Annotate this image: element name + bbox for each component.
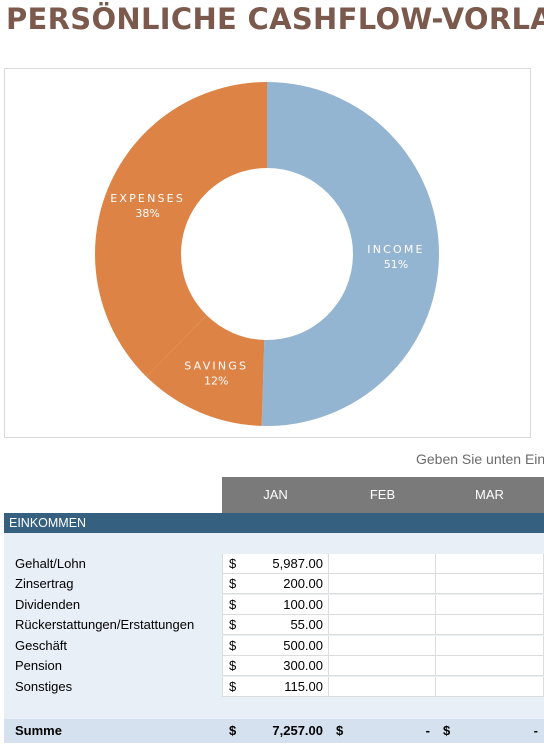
total-row: Summe $ 7,257.00 $ - $ - — [4, 719, 544, 743]
currency-symbol: $ — [229, 597, 237, 612]
cell-mar[interactable] — [436, 615, 544, 635]
cell-mar[interactable] — [436, 595, 544, 615]
amount: 500.00 — [283, 638, 323, 653]
cell-feb[interactable] — [329, 656, 436, 676]
amount: 100.00 — [283, 597, 323, 612]
cell-feb[interactable] — [329, 636, 436, 656]
month-header: JAN FEB MAR — [222, 477, 544, 513]
month-header-jan[interactable]: JAN — [263, 487, 288, 502]
total-label[interactable]: Summe — [15, 723, 62, 738]
row-label[interactable]: Gehalt/Lohn — [15, 556, 86, 571]
row-label[interactable]: Dividenden — [15, 597, 81, 612]
cell-feb[interactable] — [329, 574, 436, 594]
page-title: PERSÖNLICHE CASHFLOW-VORLAGE — [6, 2, 544, 36]
cell-jan[interactable]: $ 300.00 — [222, 656, 329, 676]
total-cell-mar[interactable]: $ - — [436, 719, 544, 743]
cell-jan[interactable]: $ 500.00 — [222, 636, 329, 656]
currency-symbol: $ — [229, 576, 237, 591]
total-amount-mar: - — [533, 723, 538, 738]
table-row: Geschäft $ 500.00 — [4, 636, 544, 656]
table-row: Zinsertrag $ 200.00 — [4, 574, 544, 594]
cell-jan[interactable]: $ 5,987.00 — [222, 554, 329, 574]
cell-feb[interactable] — [329, 554, 436, 574]
row-label[interactable]: Rückerstattungen/Erstattungen — [15, 617, 195, 632]
slice-percent-expenses: 38% — [135, 207, 159, 220]
donut-slice-expenses[interactable] — [94, 82, 267, 377]
currency-symbol: $ — [229, 658, 237, 673]
amount: 200.00 — [283, 576, 323, 591]
slice-percent-income: 51% — [384, 258, 408, 271]
section-header-einkommen[interactable]: EINKOMMEN — [4, 513, 544, 533]
currency-symbol: $ — [229, 617, 237, 632]
slice-label-expenses: EXPENSES — [110, 192, 185, 205]
cell-feb[interactable] — [329, 677, 436, 697]
slice-label-income: INCOME — [367, 243, 424, 256]
cell-feb[interactable] — [329, 595, 436, 615]
total-amount-jan: 7,257.00 — [272, 723, 323, 738]
currency-symbol: $ — [229, 556, 237, 571]
donut-chart-svg: INCOME 51% SAVINGS 12% EXPENSES 38% — [94, 82, 439, 426]
cell-jan[interactable]: $ 115.00 — [222, 677, 329, 697]
cell-mar[interactable] — [436, 554, 544, 574]
cell-mar[interactable] — [436, 656, 544, 676]
table-row: Sonstiges $ 115.00 — [4, 677, 544, 697]
amount: 115.00 — [284, 679, 323, 694]
cell-mar[interactable] — [436, 636, 544, 656]
table-row: Gehalt/Lohn $ 5,987.00 — [4, 554, 544, 574]
cell-mar[interactable] — [436, 574, 544, 594]
cell-mar[interactable] — [436, 677, 544, 697]
table-row: Rückerstattungen/Erstattungen $ 55.00 — [4, 615, 544, 635]
table-row: Pension $ 300.00 — [4, 656, 544, 676]
currency-symbol: $ — [229, 638, 237, 653]
currency-symbol: $ — [229, 679, 237, 694]
total-cell-jan[interactable]: $ 7,257.00 — [222, 719, 329, 743]
amount: 55.00 — [290, 617, 323, 632]
row-label[interactable]: Pension — [15, 658, 62, 673]
cell-feb[interactable] — [329, 615, 436, 635]
row-label[interactable]: Sonstiges — [15, 679, 73, 694]
amount: 5,987.00 — [272, 556, 323, 571]
cell-jan[interactable]: $ 55.00 — [222, 615, 329, 635]
total-cell-feb[interactable]: $ - — [329, 719, 436, 743]
cell-jan[interactable]: $ 100.00 — [222, 595, 329, 615]
total-amount-feb: - — [425, 723, 430, 738]
table-row: Dividenden $ 100.00 — [4, 595, 544, 615]
currency-symbol: $ — [443, 723, 451, 738]
currency-symbol: $ — [336, 723, 344, 738]
slice-percent-savings: 12% — [204, 375, 228, 388]
month-header-feb[interactable]: FEB — [369, 487, 396, 502]
slice-label-savings: SAVINGS — [184, 360, 248, 373]
donut-slice-income[interactable] — [261, 82, 439, 426]
month-header-mar[interactable]: MAR — [475, 487, 504, 502]
currency-symbol: $ — [229, 723, 237, 738]
row-label[interactable]: Geschäft — [15, 638, 68, 653]
cell-jan[interactable]: $ 200.00 — [222, 574, 329, 594]
row-label[interactable]: Zinsertrag — [15, 576, 74, 591]
donut-chart[interactable]: INCOME 51% SAVINGS 12% EXPENSES 38% — [4, 68, 531, 438]
instruction-text: Geben Sie unten Ein — [416, 451, 544, 467]
amount: 300.00 — [283, 658, 323, 673]
donut-slice-savings[interactable] — [146, 315, 265, 426]
